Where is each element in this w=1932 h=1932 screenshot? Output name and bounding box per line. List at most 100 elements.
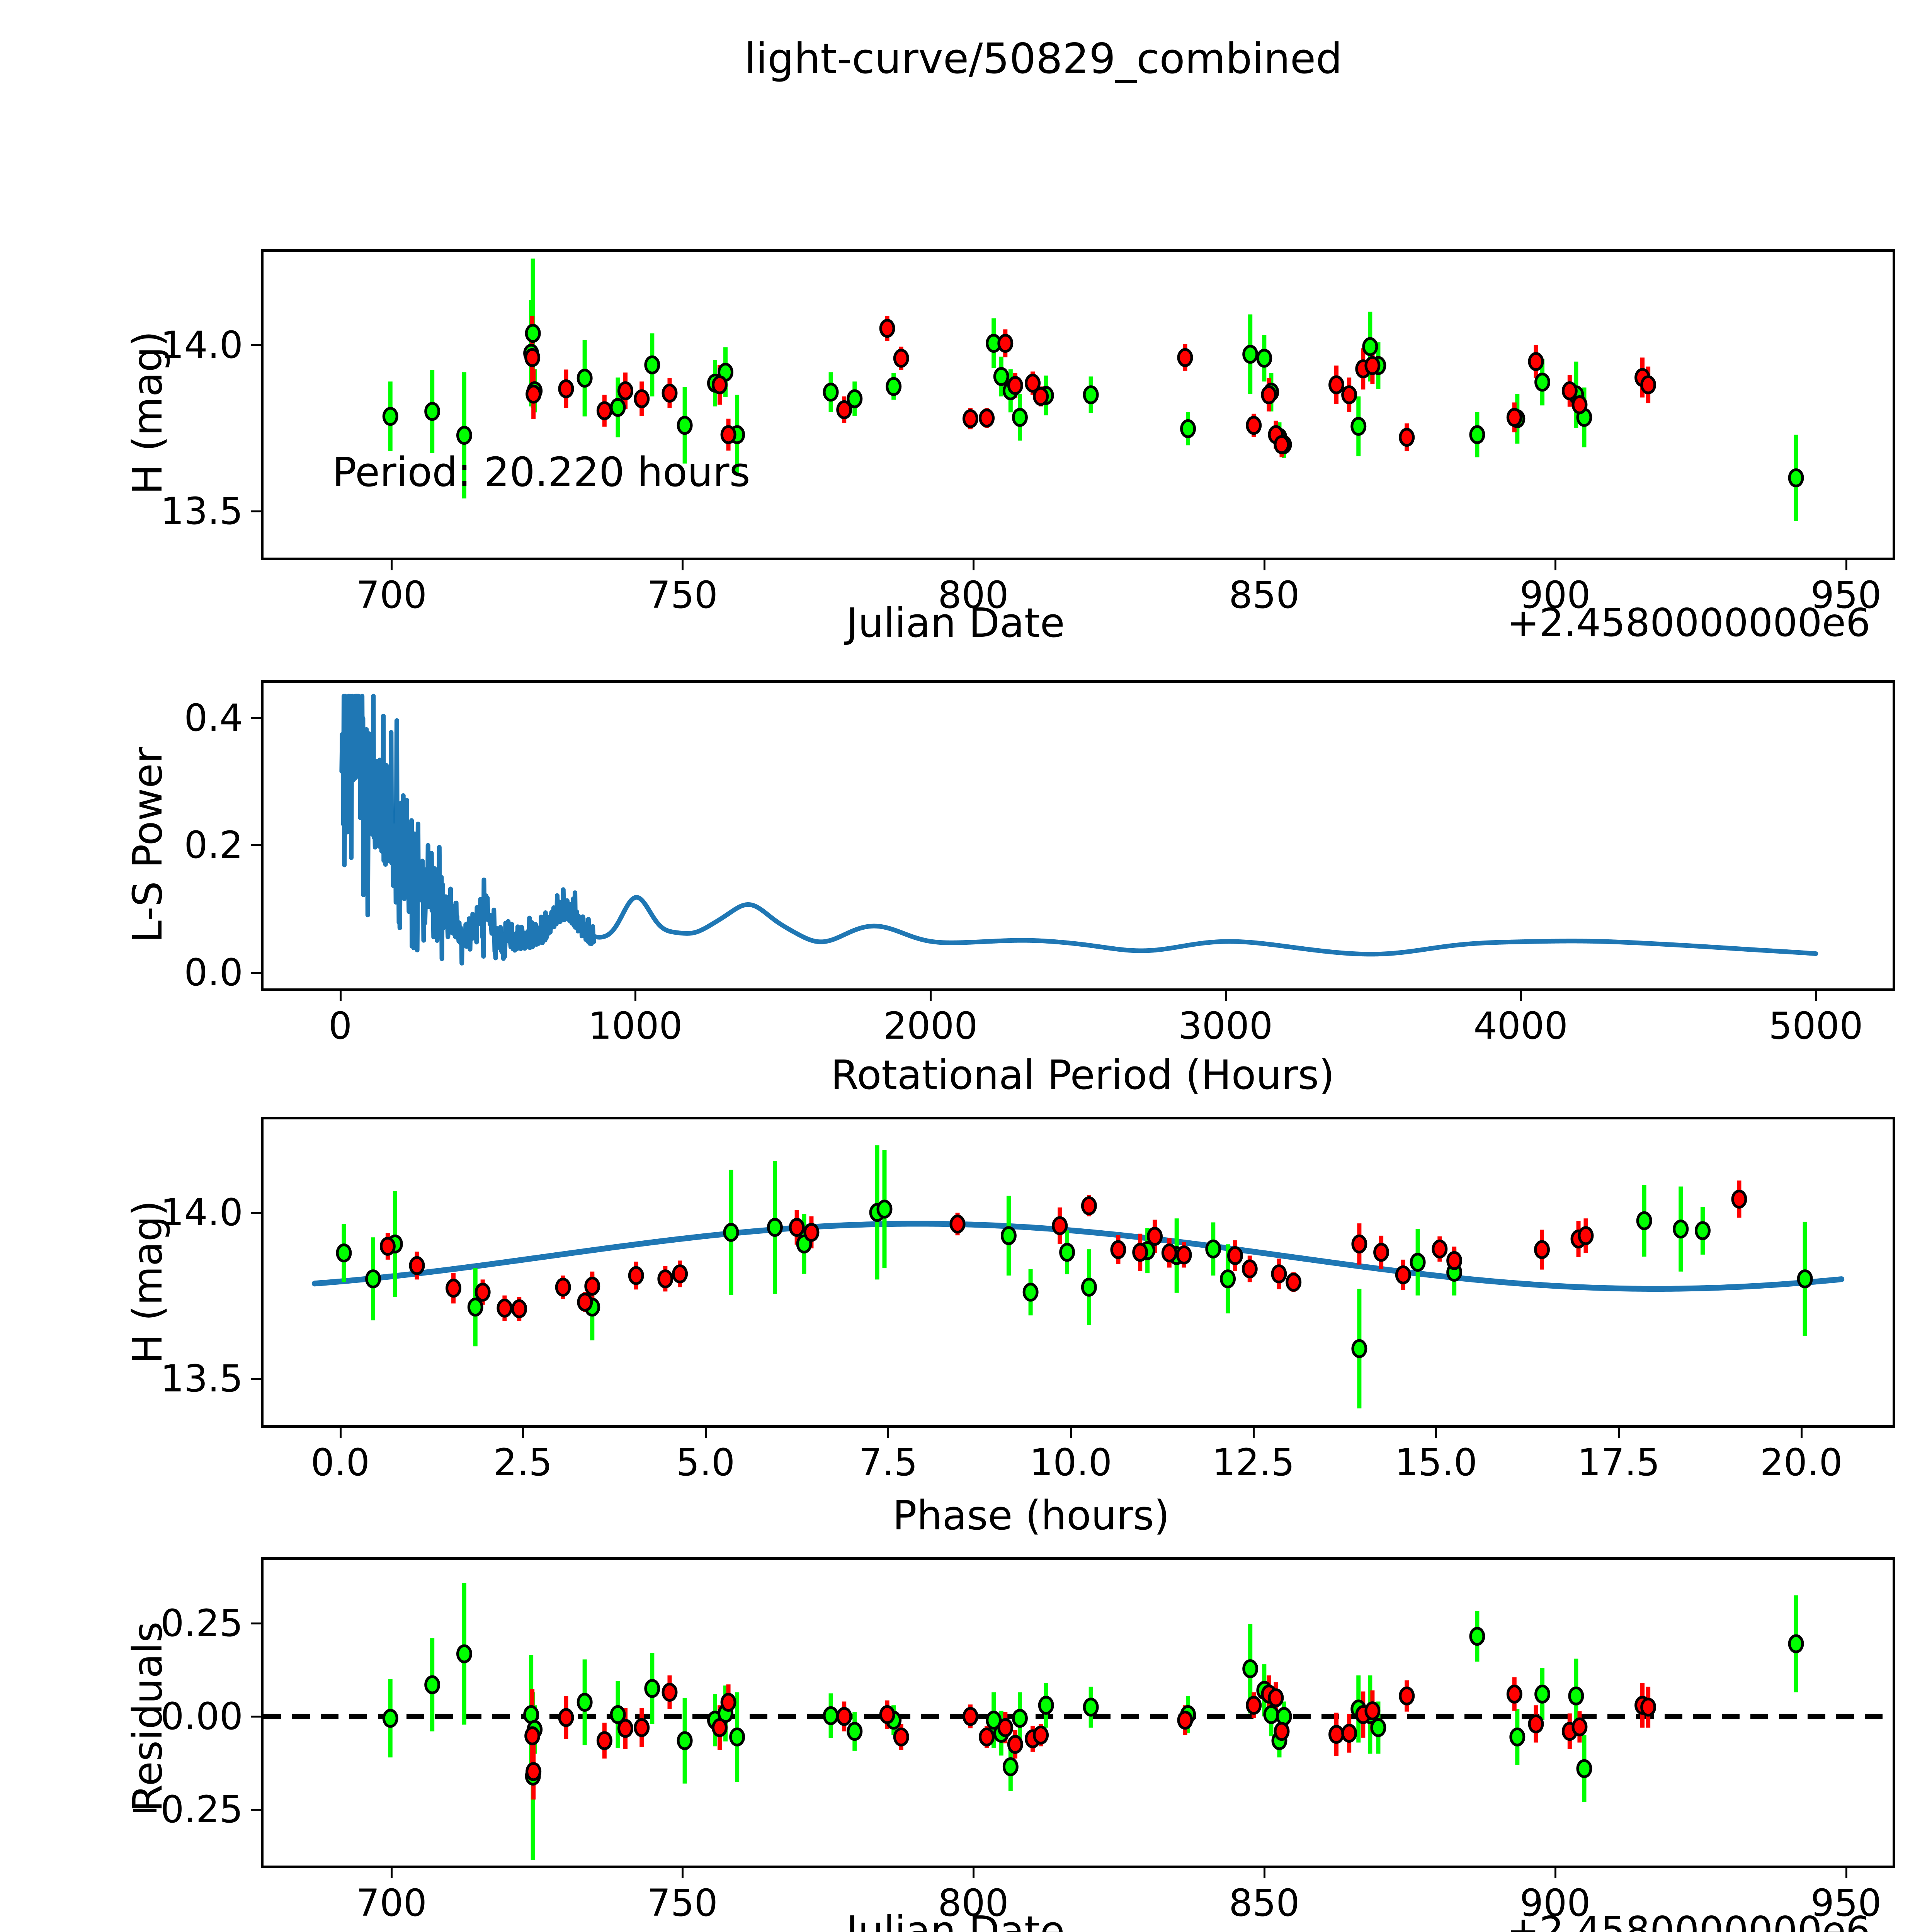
data-point xyxy=(893,349,909,368)
data-point xyxy=(1469,1627,1485,1646)
data-point xyxy=(1528,352,1544,371)
data-point xyxy=(1571,395,1588,414)
data-point xyxy=(1399,1686,1415,1706)
data-point xyxy=(1351,1339,1367,1358)
x-tick-mark xyxy=(1435,1428,1437,1438)
y-tick-label: 0.00 xyxy=(160,1695,243,1738)
data-point xyxy=(803,1223,820,1242)
y-tick-mark xyxy=(251,844,261,847)
data-point xyxy=(823,383,839,402)
data-point xyxy=(424,402,440,421)
data-point xyxy=(1341,385,1357,405)
data-point xyxy=(1571,1717,1588,1736)
data-point xyxy=(1446,1251,1463,1270)
data-point xyxy=(1578,1226,1594,1245)
period-annotation: Period: 20.220 hours xyxy=(332,449,750,496)
data-point xyxy=(879,319,895,338)
data-point xyxy=(1395,1265,1411,1284)
data-point xyxy=(526,384,542,404)
data-point xyxy=(474,1282,491,1302)
y-tick-label: 0.4 xyxy=(184,696,243,740)
data-point xyxy=(1370,1718,1386,1737)
residuals-axes xyxy=(261,1557,1895,1868)
x-tick-mark xyxy=(972,560,975,570)
data-point xyxy=(1731,1189,1747,1209)
lightcurve-ylabel: H (mag) xyxy=(124,331,171,495)
x-tick-label: 0 xyxy=(328,1004,352,1048)
data-point xyxy=(836,1707,852,1726)
data-point xyxy=(672,1264,688,1284)
x-tick-mark xyxy=(1252,1428,1255,1438)
data-point xyxy=(962,1707,978,1726)
data-point xyxy=(720,1692,736,1712)
data-point xyxy=(979,1727,995,1747)
residuals-x-offset: +2.4580000000e6 xyxy=(1507,1908,1871,1932)
data-point xyxy=(511,1299,527,1318)
data-point xyxy=(1012,1709,1028,1728)
data-point xyxy=(409,1256,425,1275)
y-tick-label: −0.25 xyxy=(129,1788,243,1832)
markers-red-band xyxy=(524,1682,1656,1781)
data-point xyxy=(1033,387,1049,406)
y-tick-mark xyxy=(251,971,261,974)
x-tick-mark xyxy=(1554,560,1556,570)
data-point xyxy=(1788,1634,1804,1653)
data-point xyxy=(1246,1696,1262,1715)
x-tick-label: 850 xyxy=(1229,573,1300,617)
data-point xyxy=(558,379,574,398)
data-point xyxy=(1534,372,1551,392)
data-point xyxy=(1432,1239,1448,1259)
data-point xyxy=(1640,1697,1656,1717)
data-point xyxy=(525,324,541,343)
phasefold-xlabel: Phase (hours) xyxy=(893,1492,1170,1539)
data-point xyxy=(1506,1684,1522,1704)
data-point xyxy=(979,408,995,428)
periodogram-curve xyxy=(339,694,1818,966)
data-point xyxy=(1261,385,1277,405)
periodogram-xlabel: Rotational Period (Hours) xyxy=(831,1051,1335,1099)
data-point xyxy=(1081,1196,1097,1216)
x-tick-mark xyxy=(704,1428,707,1438)
x-tick-label: 950 xyxy=(1810,1881,1882,1925)
data-point xyxy=(1110,1240,1126,1259)
data-point xyxy=(1227,1246,1243,1265)
x-tick-mark xyxy=(1263,1868,1265,1878)
phasefold-plot xyxy=(311,1145,1845,1409)
y-tick-mark xyxy=(251,344,261,346)
data-point xyxy=(1256,349,1272,368)
data-point xyxy=(577,369,593,388)
data-point xyxy=(1350,417,1367,436)
data-point xyxy=(962,409,978,429)
data-point xyxy=(1694,1221,1711,1240)
data-point xyxy=(1025,374,1041,393)
data-point xyxy=(644,1679,660,1698)
data-point xyxy=(1180,419,1196,438)
markers-green-band xyxy=(336,1199,1813,1358)
data-point xyxy=(596,1731,612,1750)
data-point xyxy=(949,1214,966,1234)
x-tick-mark xyxy=(391,560,393,570)
data-point xyxy=(1568,1686,1584,1706)
x-tick-label: 2000 xyxy=(883,1004,978,1048)
data-point xyxy=(1081,1277,1097,1297)
x-tick-mark xyxy=(887,1428,889,1438)
x-tick-mark xyxy=(1554,1868,1556,1878)
x-tick-label: 5.0 xyxy=(676,1441,735,1484)
data-point xyxy=(1328,375,1345,395)
x-tick-label: 900 xyxy=(1520,573,1591,617)
x-tick-label: 20.0 xyxy=(1760,1441,1843,1484)
data-point xyxy=(1274,1722,1290,1741)
x-tick-mark xyxy=(1845,1868,1847,1878)
x-tick-label: 3000 xyxy=(1178,1004,1273,1048)
x-tick-mark xyxy=(634,991,637,1001)
x-tick-label: 10.0 xyxy=(1029,1441,1112,1484)
data-point xyxy=(1007,1735,1023,1754)
data-point xyxy=(1007,376,1023,395)
data-point xyxy=(1205,1239,1221,1259)
data-point xyxy=(1059,1243,1075,1262)
data-point xyxy=(456,1644,472,1663)
x-tick-label: 2.5 xyxy=(493,1441,553,1484)
periodogram-axes xyxy=(261,680,1895,991)
data-point xyxy=(662,1682,678,1702)
data-point xyxy=(729,1727,745,1747)
